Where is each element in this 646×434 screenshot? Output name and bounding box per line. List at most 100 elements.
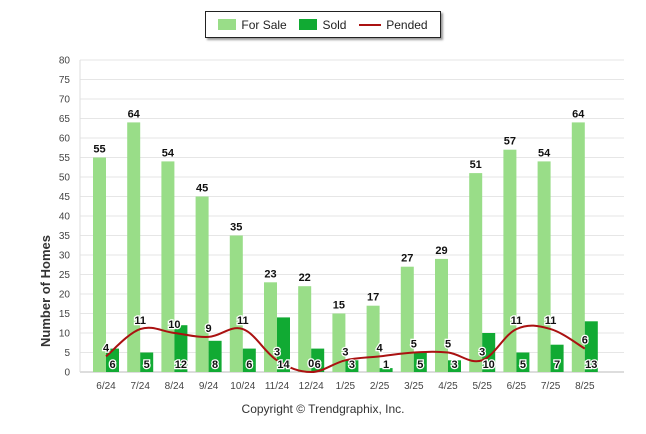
bar-sold — [584, 321, 598, 372]
legend: For Sale Sold Pended — [205, 11, 441, 38]
legend-swatch-sold — [299, 19, 318, 30]
copyright-text: Copyright © Trendgraphix, Inc. — [241, 402, 405, 416]
bar-for-sale — [127, 122, 141, 373]
y-axis-title: Number of Homes — [38, 235, 53, 347]
bar-for-sale — [332, 313, 346, 372]
x-tick-label: 10/24 — [230, 381, 255, 392]
y-tick-label: 65 — [59, 114, 71, 125]
data-label-sold: 5 — [520, 359, 526, 371]
data-label-sold: 1 — [383, 359, 389, 371]
data-label-sold: 5 — [144, 359, 150, 371]
y-tick-label: 5 — [64, 348, 70, 359]
bar-for-sale — [537, 161, 551, 372]
data-label-pended: 11 — [545, 315, 557, 327]
data-label-pended: 5 — [411, 339, 417, 351]
data-label-pended: 9 — [206, 323, 212, 335]
data-label-for-sale: 45 — [196, 183, 208, 195]
bar-for-sale — [161, 161, 175, 372]
y-tick-label: 10 — [59, 329, 71, 340]
y-tick-label: 45 — [59, 192, 71, 203]
bar-for-sale — [195, 196, 209, 372]
x-tick-label: 8/24 — [165, 381, 185, 392]
data-label-for-sale: 35 — [230, 222, 242, 234]
bar-for-sale — [503, 149, 517, 372]
bar-sold — [448, 360, 461, 372]
data-label-pended: 0 — [308, 358, 314, 370]
data-label-pended: 11 — [511, 315, 523, 327]
y-tick-label: 55 — [59, 153, 71, 164]
legend-label-pended: Pended — [386, 17, 428, 32]
legend-item-sold[interactable]: Sold — [299, 18, 346, 32]
bar-sold — [174, 325, 188, 372]
x-tick-label: 4/25 — [438, 381, 458, 392]
x-tick-label: 7/25 — [541, 381, 561, 392]
x-tick-label: 6/24 — [96, 381, 116, 392]
data-label-sold: 7 — [554, 359, 560, 371]
bar-sold — [140, 352, 154, 372]
data-label-sold: 3 — [451, 359, 457, 371]
x-tick-label: 11/24 — [265, 381, 290, 392]
x-tick-label: 5/25 — [472, 381, 492, 392]
bar-for-sale — [264, 282, 277, 372]
data-label-for-sale: 22 — [299, 272, 311, 284]
data-label-for-sale: 17 — [367, 292, 379, 304]
data-label-sold: 6 — [315, 359, 321, 371]
legend-label-for-sale: For Sale — [241, 17, 287, 32]
legend-item-for-sale[interactable]: For Sale — [218, 17, 287, 32]
y-tick-label: 20 — [59, 290, 71, 301]
y-tick-label: 25 — [59, 270, 71, 281]
x-tick-label: 7/24 — [130, 381, 150, 392]
data-label-sold: 3 — [349, 359, 355, 371]
x-tick-label: 2/25 — [370, 381, 390, 392]
bar-for-sale — [229, 235, 243, 372]
y-tick-label: 80 — [59, 56, 71, 67]
x-tick-label: 12/24 — [299, 381, 324, 392]
bar-sold — [311, 348, 325, 372]
legend-label-sold: Sold — [322, 17, 347, 32]
y-tick-label: 30 — [59, 251, 71, 262]
y-tick-label: 60 — [59, 134, 71, 145]
data-label-for-sale: 51 — [470, 159, 482, 171]
bar-for-sale — [469, 173, 483, 372]
bar-sold — [379, 368, 393, 372]
bar-for-sale — [93, 157, 106, 372]
data-label-sold: 12 — [175, 359, 187, 371]
x-tick-label: 3/25 — [404, 381, 424, 392]
data-label-sold: 6 — [246, 359, 252, 371]
bar-for-sale — [366, 305, 380, 372]
data-label-pended: 6 — [582, 335, 588, 347]
bar-sold — [345, 360, 359, 372]
bar-for-sale — [400, 266, 414, 372]
bar-sold — [242, 348, 256, 372]
y-tick-label: 0 — [64, 368, 70, 379]
data-label-for-sale: 57 — [504, 136, 516, 148]
data-label-pended: 3 — [274, 346, 280, 358]
bar-for-sale — [435, 258, 448, 372]
data-label-for-sale: 54 — [162, 147, 175, 159]
data-label-for-sale: 54 — [538, 147, 551, 159]
legend-item-pended[interactable]: Pended — [359, 17, 428, 32]
data-label-for-sale: 23 — [264, 268, 276, 280]
y-tick-label: 40 — [59, 212, 71, 223]
data-label-for-sale: 55 — [93, 144, 105, 156]
data-label-sold: 8 — [212, 359, 218, 371]
bar-sold — [516, 352, 530, 372]
data-label-pended: 4 — [103, 342, 110, 354]
data-label-pended: 11 — [134, 315, 146, 327]
data-label-pended: 3 — [342, 346, 348, 358]
line-pended — [105, 324, 586, 374]
bar-for-sale — [298, 286, 312, 372]
data-label-for-sale: 64 — [128, 108, 141, 120]
data-label-for-sale: 64 — [572, 108, 585, 120]
y-tick-label: 15 — [59, 309, 71, 320]
data-label-for-sale: 15 — [333, 300, 345, 312]
y-tick-label: 35 — [59, 231, 71, 242]
bar-sold — [482, 333, 496, 372]
y-tick-label: 50 — [59, 173, 71, 184]
legend-swatch-pended — [359, 23, 382, 26]
x-tick-label: 8/25 — [575, 381, 595, 392]
data-label-sold: 10 — [483, 359, 495, 371]
bar-sold — [208, 340, 222, 372]
